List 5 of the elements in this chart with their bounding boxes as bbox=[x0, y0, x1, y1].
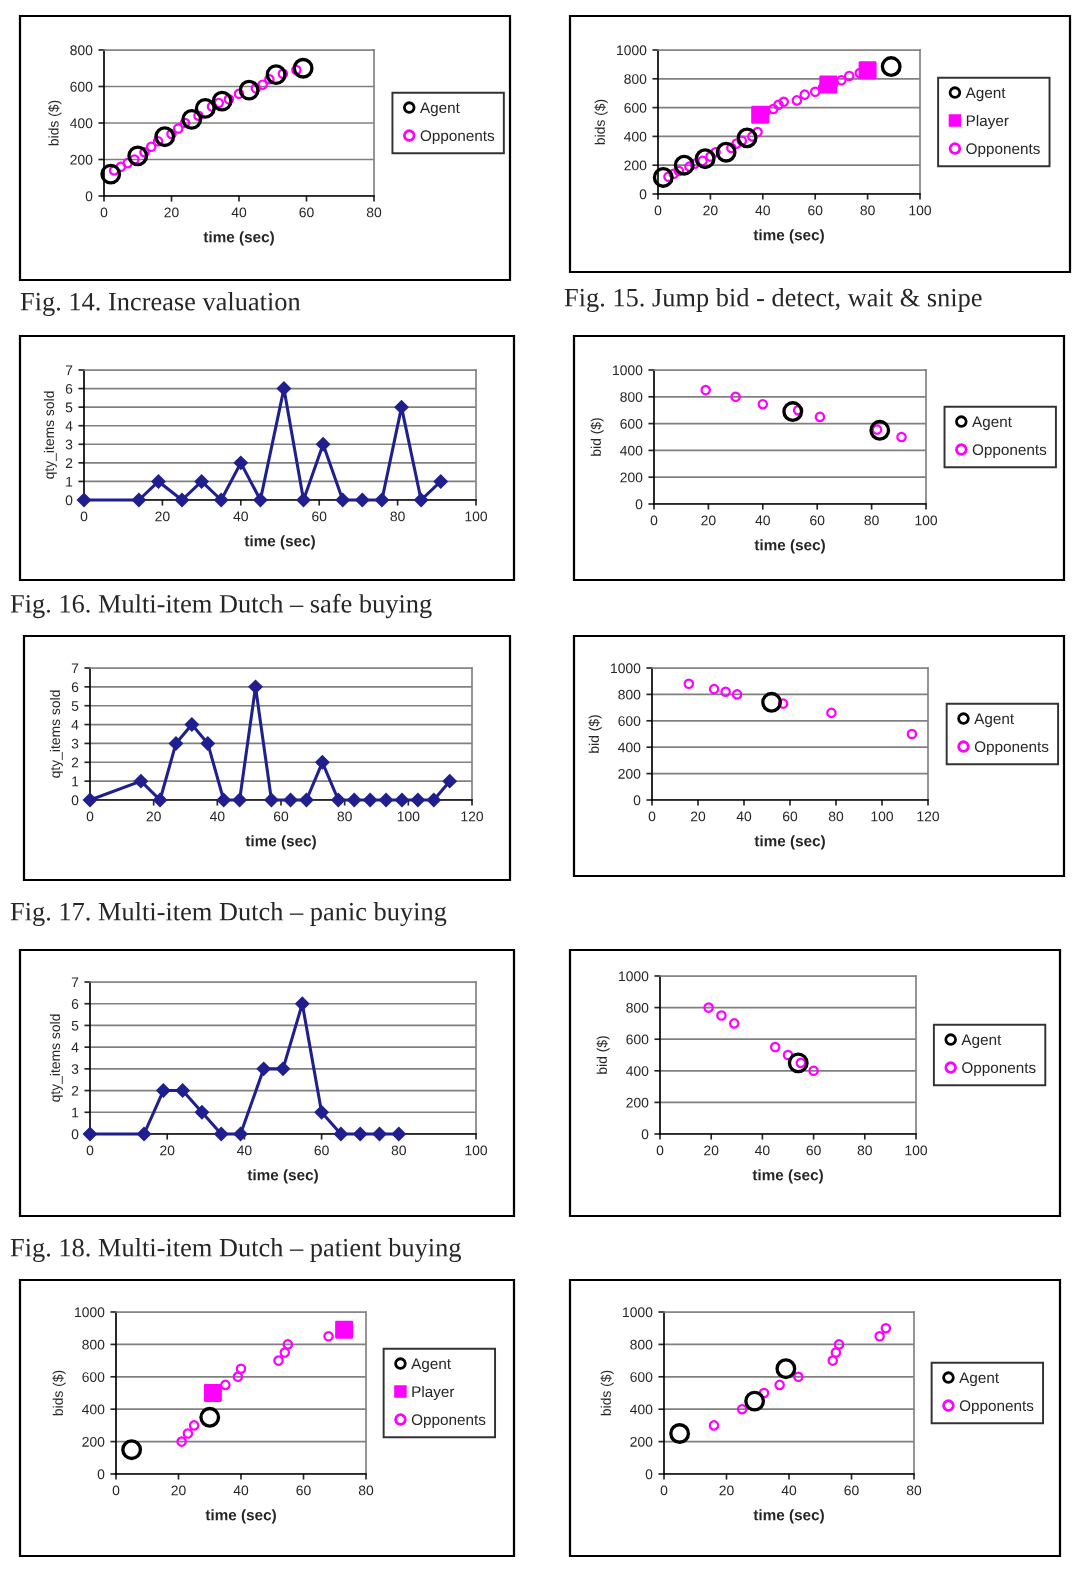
caption: Fig. 18. Multi-item Dutch – patient buying bbox=[10, 1238, 462, 1262]
caption: Fig. 15. Jump bid - detect, wait & snipe bbox=[564, 288, 982, 312]
caption: Fig. 17. Multi-item Dutch – panic buying bbox=[10, 902, 447, 926]
caption: Fig. 14. Increase valuation bbox=[20, 292, 301, 316]
caption: Fig. 16. Multi-item Dutch – safe buying bbox=[10, 593, 432, 619]
